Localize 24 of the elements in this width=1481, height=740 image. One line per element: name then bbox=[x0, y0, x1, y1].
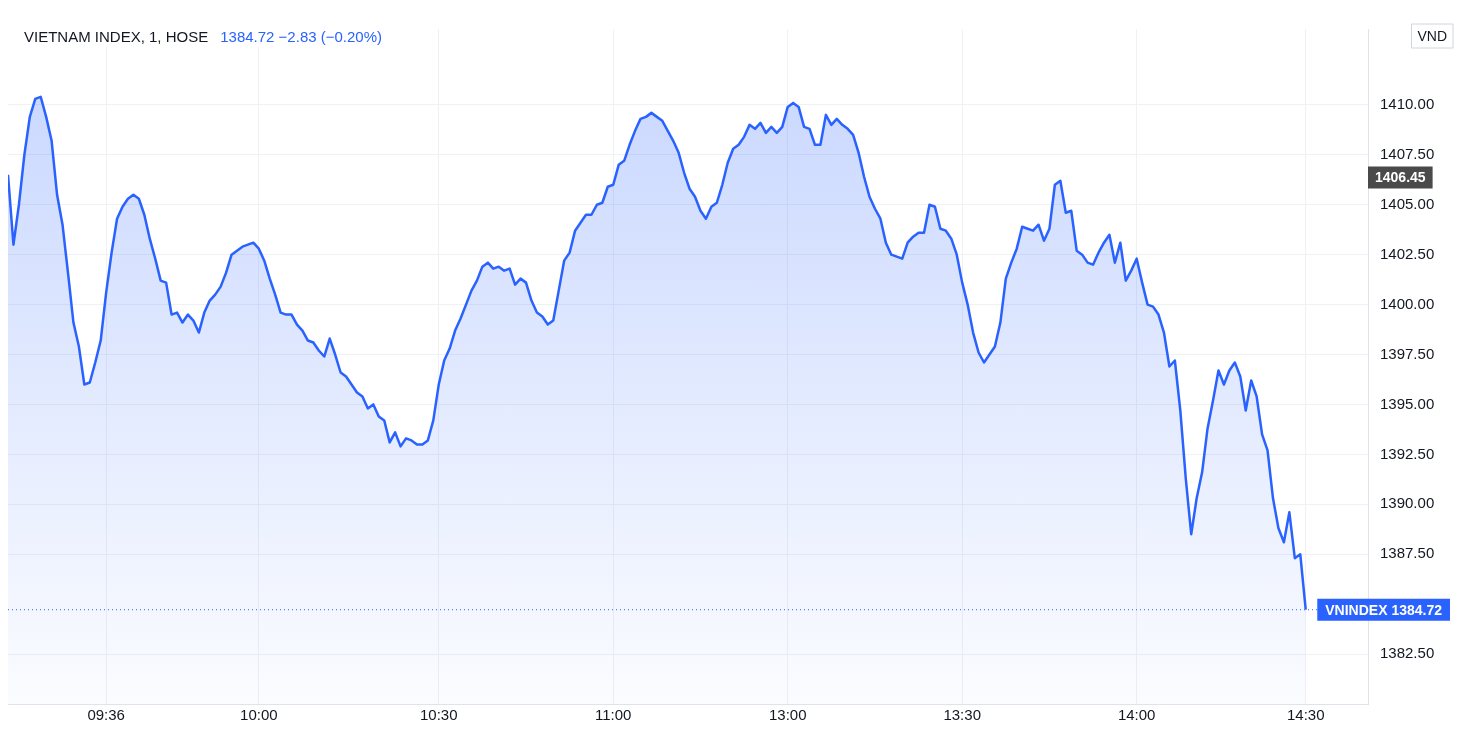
y-tick-label: 1410.00 bbox=[1380, 95, 1435, 113]
y-tick-label: 1392.50 bbox=[1380, 444, 1435, 462]
y-tick-label: 1400.00 bbox=[1380, 294, 1435, 312]
x-tick-label: 11:00 bbox=[595, 706, 632, 724]
y-tick-label: 1402.50 bbox=[1380, 244, 1435, 262]
text: VND bbox=[1417, 27, 1447, 44]
text: 1406.45 bbox=[1375, 169, 1426, 186]
x-tick-label: 10:00 bbox=[240, 706, 278, 724]
x-tick-label: 09:36 bbox=[87, 706, 125, 724]
y-tick-label: 1395.00 bbox=[1380, 394, 1435, 412]
y-tick-label: 1407.50 bbox=[1380, 144, 1435, 162]
y-tick-label: 1382.50 bbox=[1380, 644, 1435, 662]
y-tick-label: 1397.50 bbox=[1380, 344, 1435, 362]
x-tick-label: 13:00 bbox=[768, 706, 807, 724]
x-tick-label: 13:30 bbox=[943, 706, 981, 724]
ref-line-label: VNINDEX 1384.72 bbox=[1325, 601, 1443, 618]
chart-title: VIETNAM INDEX, 1, HOSE bbox=[24, 28, 209, 45]
y-tick-label: 1405.00 bbox=[1380, 194, 1435, 212]
x-tick-label: 14:30 bbox=[1286, 706, 1325, 724]
y-tick-label: 1390.00 bbox=[1380, 494, 1435, 512]
chart-subtitle: 1384.72 −2.83 (−0.20%) bbox=[220, 28, 383, 45]
x-tick-label: 10:30 bbox=[419, 706, 458, 724]
x-tick-label: 14:00 bbox=[1117, 706, 1156, 724]
y-tick-label: 1387.50 bbox=[1380, 544, 1435, 562]
